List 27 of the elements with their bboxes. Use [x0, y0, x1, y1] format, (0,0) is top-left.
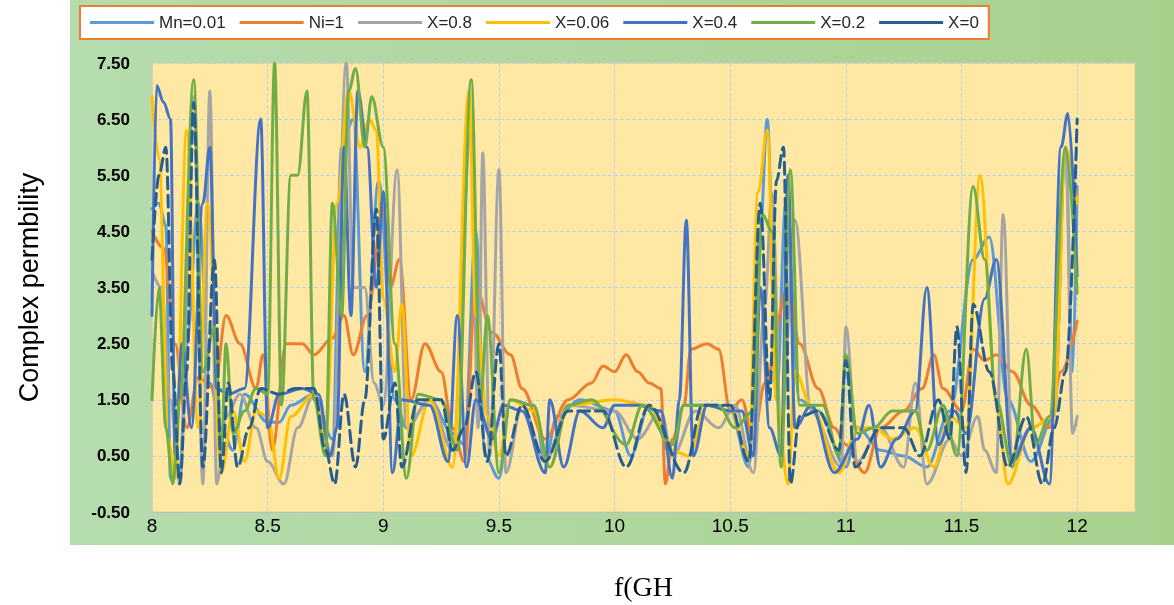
x-tick-label: 8.5: [254, 515, 281, 536]
x-axis-title: f(GH: [613, 570, 674, 602]
x-tick-label: 8: [146, 515, 158, 536]
legend-label: Mn=0.01: [159, 13, 226, 32]
y-tick-label: 0.50: [96, 446, 130, 466]
x-tick-label: 10.5: [711, 515, 749, 536]
y-tick-label: 6.50: [96, 109, 130, 129]
y-tick-label: 7.50: [96, 53, 130, 73]
legend-label: X=0.8: [427, 13, 472, 32]
x-tick-label: 10: [604, 515, 626, 536]
legend-label: X=0.4: [692, 13, 738, 32]
x-tick-label: 12: [1066, 515, 1088, 536]
y-tick-label: 2.50: [96, 334, 130, 354]
y-tick-label: 4.50: [96, 221, 130, 241]
x-tick-label: 9: [378, 515, 389, 536]
legend-label: X=0: [948, 13, 979, 32]
y-tick-label: -0.50: [91, 502, 130, 522]
y-tick-label: 3.50: [96, 278, 130, 297]
legend-label: X=0.2: [820, 13, 866, 32]
legend-label: Ni=1: [308, 13, 345, 32]
y-axis-title: Complex permbility: [13, 172, 44, 403]
y-tick-label: 5.50: [96, 165, 130, 185]
x-tick-label: 9.5: [485, 515, 513, 536]
x-tick-label: 11.5: [943, 515, 980, 536]
x-tick-label: 11: [836, 515, 856, 536]
y-tick-label: 1.50: [96, 390, 130, 410]
legend-label: X=0.06: [554, 13, 610, 32]
